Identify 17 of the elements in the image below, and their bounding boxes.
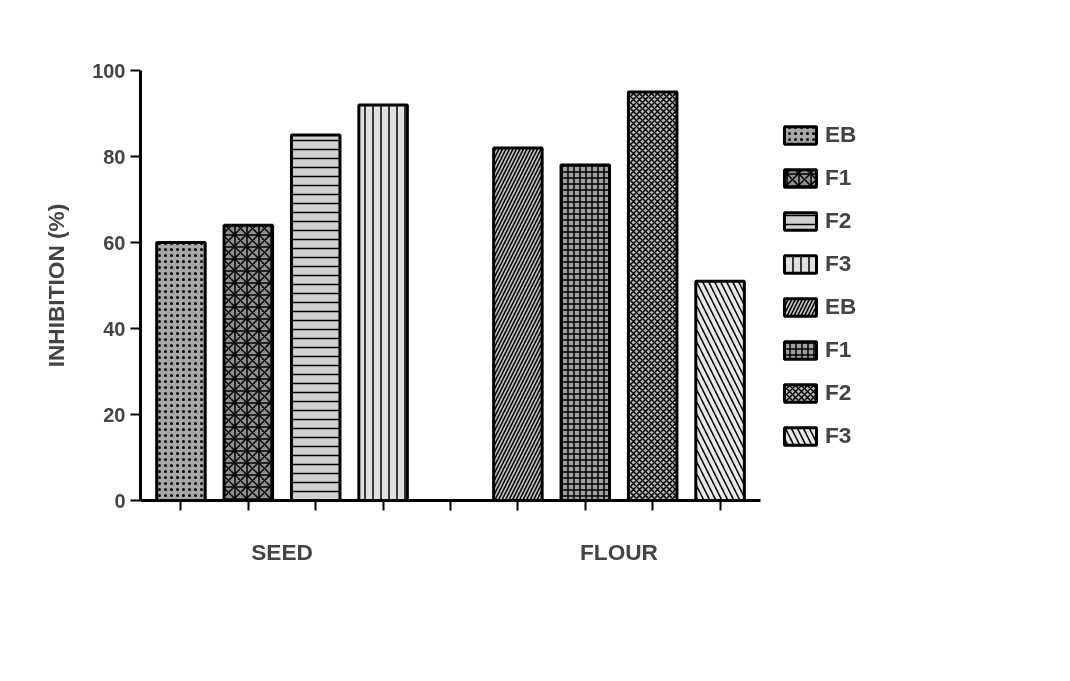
legend-label: F3 bbox=[825, 250, 852, 277]
legend-label: EB bbox=[825, 121, 857, 148]
legend-label: F2 bbox=[825, 379, 852, 406]
x-tick-label: SEED bbox=[251, 538, 313, 565]
y-tick-label: 20 bbox=[103, 403, 126, 426]
legend-label: EB bbox=[825, 293, 857, 320]
legend-label: F1 bbox=[825, 164, 852, 191]
y-tick-label: 0 bbox=[114, 489, 126, 512]
x-tick-label: FLOUR bbox=[579, 538, 658, 565]
y-axis-title: INHIBITION (%) bbox=[43, 203, 70, 368]
y-tick-label: 40 bbox=[103, 317, 126, 340]
legend-label: F3 bbox=[825, 422, 852, 449]
y-tick-label: 60 bbox=[103, 231, 126, 254]
y-tick-label: 80 bbox=[103, 145, 126, 168]
y-tick-label: 100 bbox=[92, 59, 126, 82]
legend-label: F1 bbox=[825, 336, 852, 363]
legend-label: F2 bbox=[825, 207, 852, 234]
